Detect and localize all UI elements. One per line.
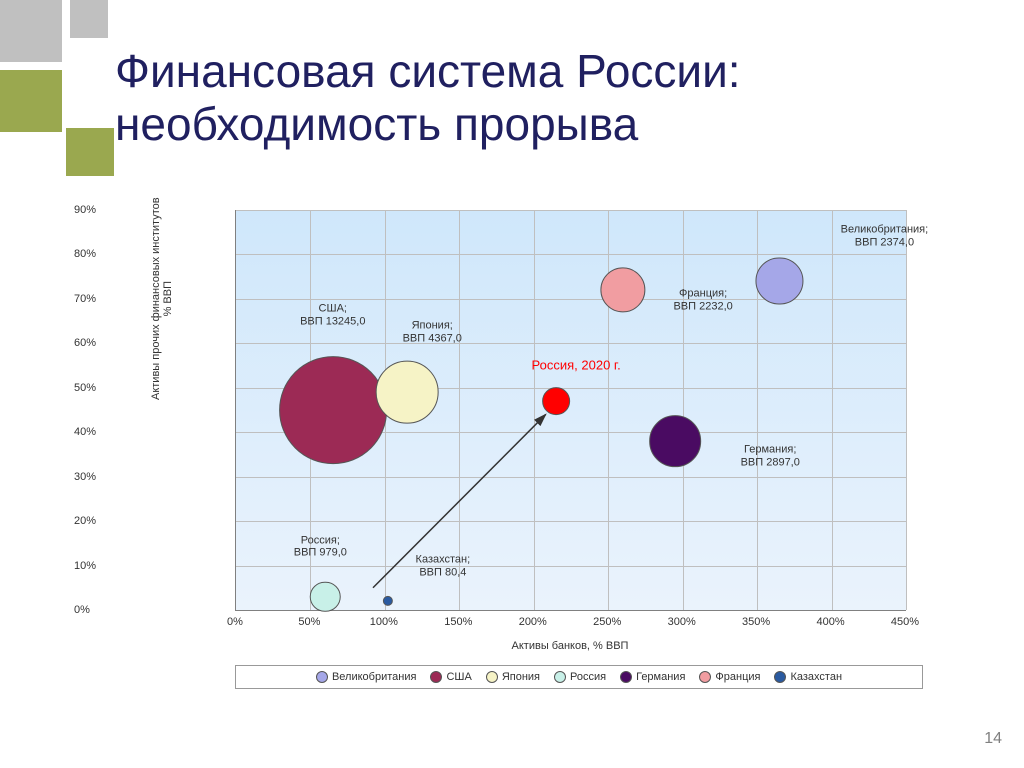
- trend-arrow: [236, 210, 906, 610]
- legend-swatch: [620, 671, 632, 683]
- y-tick: 10%: [74, 560, 227, 572]
- legend-item: Франция: [699, 671, 760, 683]
- x-tick: 450%: [891, 616, 919, 628]
- bubble-chart: США; ВВП 13245,0Япония; ВВП 4367,0Россия…: [140, 200, 960, 740]
- slide-title: Финансовая система России: необходимость…: [115, 45, 741, 151]
- x-tick: 100%: [370, 616, 398, 628]
- legend-swatch: [554, 671, 566, 683]
- y-tick: 0%: [74, 604, 227, 616]
- legend-item: Россия: [554, 671, 606, 683]
- y-tick: 60%: [74, 337, 227, 349]
- y-tick: 50%: [74, 382, 227, 394]
- x-tick: 300%: [668, 616, 696, 628]
- y-tick: 40%: [74, 426, 227, 438]
- legend-label: Великобритания: [332, 671, 416, 683]
- y-tick: 70%: [74, 293, 227, 305]
- y-tick: 90%: [74, 204, 227, 216]
- legend-label: Казахстан: [790, 671, 842, 683]
- legend-swatch: [486, 671, 498, 683]
- y-tick: 20%: [74, 515, 227, 527]
- legend-label: Германия: [636, 671, 685, 683]
- x-tick: 400%: [816, 616, 844, 628]
- x-tick: 0%: [227, 616, 243, 628]
- legend-item: Япония: [486, 671, 540, 683]
- legend-label: Франция: [715, 671, 760, 683]
- chart-legend: Великобритания США Япония Россия Германия Фра…: [235, 665, 923, 689]
- legend-item: Казахстан: [774, 671, 842, 683]
- x-tick: 50%: [298, 616, 320, 628]
- legend-label: США: [446, 671, 471, 683]
- legend-swatch: [430, 671, 442, 683]
- x-tick: 250%: [593, 616, 621, 628]
- y-tick: 80%: [74, 248, 227, 260]
- legend-swatch: [774, 671, 786, 683]
- x-tick: 350%: [742, 616, 770, 628]
- x-tick: 200%: [519, 616, 547, 628]
- legend-swatch: [699, 671, 711, 683]
- legend-label: Россия: [570, 671, 606, 683]
- legend-item: Германия: [620, 671, 685, 683]
- legend-item: США: [430, 671, 471, 683]
- page-number: 14: [984, 730, 1002, 748]
- legend-label: Япония: [502, 671, 540, 683]
- x-axis-label: Активы банков, % ВВП: [235, 640, 905, 652]
- plot-area: США; ВВП 13245,0Япония; ВВП 4367,0Россия…: [235, 210, 906, 611]
- legend-swatch: [316, 671, 328, 683]
- y-tick: 30%: [74, 471, 227, 483]
- x-tick: 150%: [444, 616, 472, 628]
- legend-item: Великобритания: [316, 671, 416, 683]
